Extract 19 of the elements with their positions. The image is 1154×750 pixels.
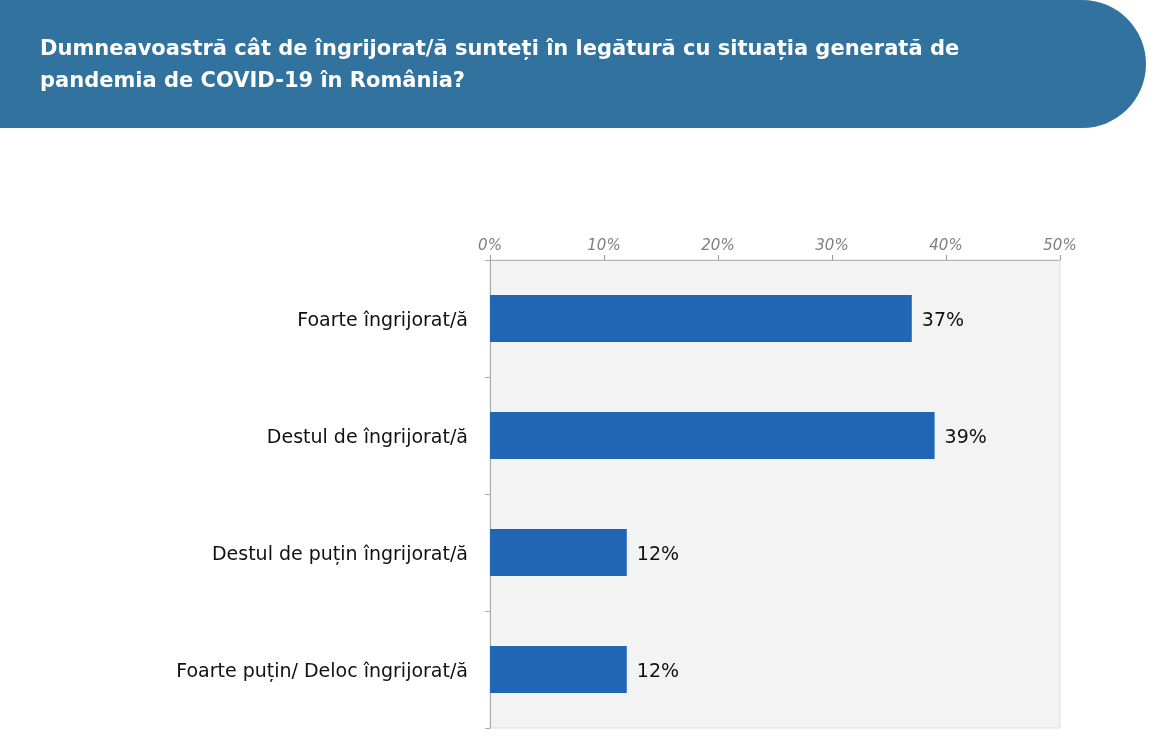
bar xyxy=(490,646,627,693)
data-label: 12% xyxy=(636,658,680,681)
y-tick-label: Destul de puțin îngrijorat/ă xyxy=(211,541,468,565)
y-tick-label: Destul de îngrijorat/ă xyxy=(266,424,468,447)
x-tick-label: 40% xyxy=(929,235,963,254)
x-tick-label: 10% xyxy=(587,235,621,254)
bar xyxy=(490,529,627,576)
y-tick-label: Foarte îngrijorat/ă xyxy=(297,307,468,330)
x-tick-label: 50% xyxy=(1043,235,1077,254)
data-label: 39% xyxy=(944,424,987,447)
bar xyxy=(490,412,935,459)
x-tick-label: 30% xyxy=(815,235,849,254)
data-label: 12% xyxy=(636,541,680,564)
y-tick-label: Foarte puțin/ Deloc îngrijorat/ă xyxy=(176,658,468,682)
x-tick-label: 0% xyxy=(478,235,502,254)
data-label: 37% xyxy=(921,307,965,330)
x-tick-label: 20% xyxy=(701,235,735,254)
chart-title: Dumneavoastră cât de îngrijorat/ă sunteți în legătură cu situația generată de pandemia de COVID-19 în România? xyxy=(0,0,1146,128)
bar xyxy=(490,295,912,342)
